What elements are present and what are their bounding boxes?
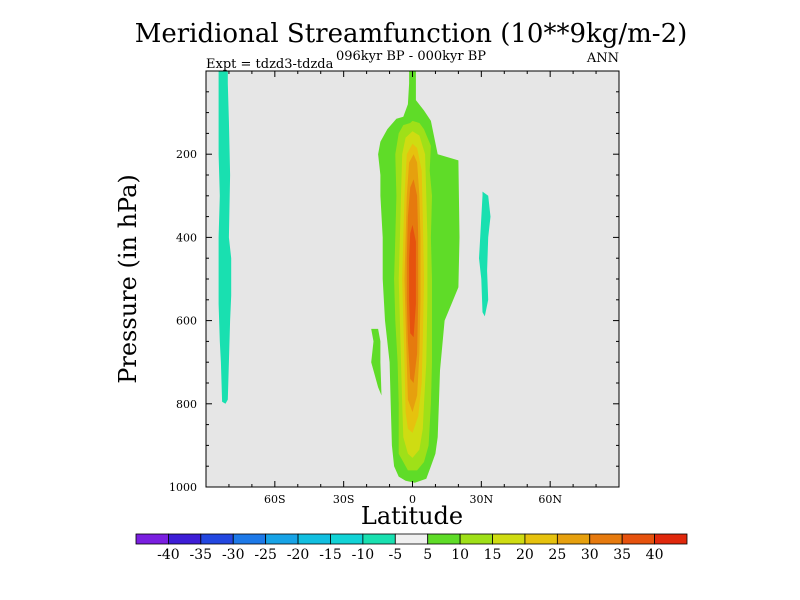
- colorbar-label: 40: [646, 547, 664, 563]
- colorbar-swatch: [492, 533, 526, 545]
- y-tick-label: 1000: [169, 481, 197, 494]
- x-axis-label: Latitude: [361, 502, 463, 530]
- colorbar-label: -15: [319, 547, 342, 563]
- colorbar-label: -30: [222, 547, 245, 563]
- colorbar-swatch: [362, 533, 396, 545]
- x-tick-label: 60S: [264, 493, 286, 506]
- x-tick-label: 30S: [333, 493, 355, 506]
- colorbar-label: -40: [157, 547, 180, 563]
- colorbar-swatch: [135, 533, 169, 545]
- y-tick-label: 200: [176, 148, 197, 161]
- colorbar-swatch: [589, 533, 623, 545]
- chart-title: Meridional Streamfunction (10**9kg/m-2): [135, 19, 688, 49]
- colorbar-label: 35: [613, 547, 631, 563]
- y-tick-label: 800: [176, 398, 197, 411]
- y-axis-label: Pressure (in hPa): [114, 174, 142, 384]
- colorbar-label: 15: [484, 547, 502, 563]
- y-tick-label: 400: [176, 231, 197, 244]
- colorbar-swatch: [621, 533, 655, 545]
- colorbar-label: 30: [581, 547, 599, 563]
- colorbar-label: 20: [516, 547, 534, 563]
- colorbar-swatch: [330, 533, 364, 545]
- contour-sh-negative-band: [218, 71, 232, 404]
- colorbar-swatch: [265, 533, 299, 545]
- colorbar-swatch: [459, 533, 493, 545]
- colorbar-label: -20: [287, 547, 310, 563]
- contour-nh-negative-band: [479, 191, 491, 317]
- x-tick-label: 60N: [538, 493, 562, 506]
- contour-regions: [218, 71, 491, 483]
- chart-subtitle-left: Expt = tdzd3-tdzda: [206, 57, 334, 72]
- colorbar-label: -35: [190, 547, 213, 563]
- colorbar-swatch: [297, 533, 331, 545]
- contour-sh-small-positive-blob: [371, 328, 382, 396]
- chart-subtitle-center: 096kyr BP - 000kyr BP: [336, 49, 486, 64]
- chart-subtitle-right: ANN: [586, 51, 619, 66]
- colorbar-label: -10: [352, 547, 375, 563]
- y-tick-label: 600: [176, 315, 197, 328]
- colorbar-swatch: [556, 533, 591, 545]
- colorbar-swatch: [427, 533, 461, 545]
- colorbar-label: 10: [451, 547, 469, 563]
- colorbar-swatch: [200, 533, 234, 545]
- contour-main-cell-35: [409, 224, 416, 338]
- colorbar-swatch: [232, 533, 267, 545]
- colorbar-label: -5: [388, 547, 402, 563]
- x-axis-ticks: 60S 30S 0 30N 60N: [228, 71, 597, 506]
- colorbar-label: 5: [423, 547, 432, 563]
- colorbar-swatch: [394, 533, 429, 545]
- x-tick-label: 0: [409, 493, 416, 506]
- colorbar-swatch: [654, 533, 688, 545]
- colorbar-label: 25: [548, 547, 566, 563]
- colorbar: -40 -35 -30 -25 -20 -15 -10 -5 5 10 15 20 25 30 35 40: [135, 533, 688, 563]
- colorbar-swatch: [524, 533, 558, 545]
- colorbar-label: -25: [254, 547, 277, 563]
- colorbar-swatch: [168, 533, 202, 545]
- x-tick-label: 30N: [470, 493, 494, 506]
- y-axis-ticks: 200 400 600 800 1000: [169, 91, 619, 494]
